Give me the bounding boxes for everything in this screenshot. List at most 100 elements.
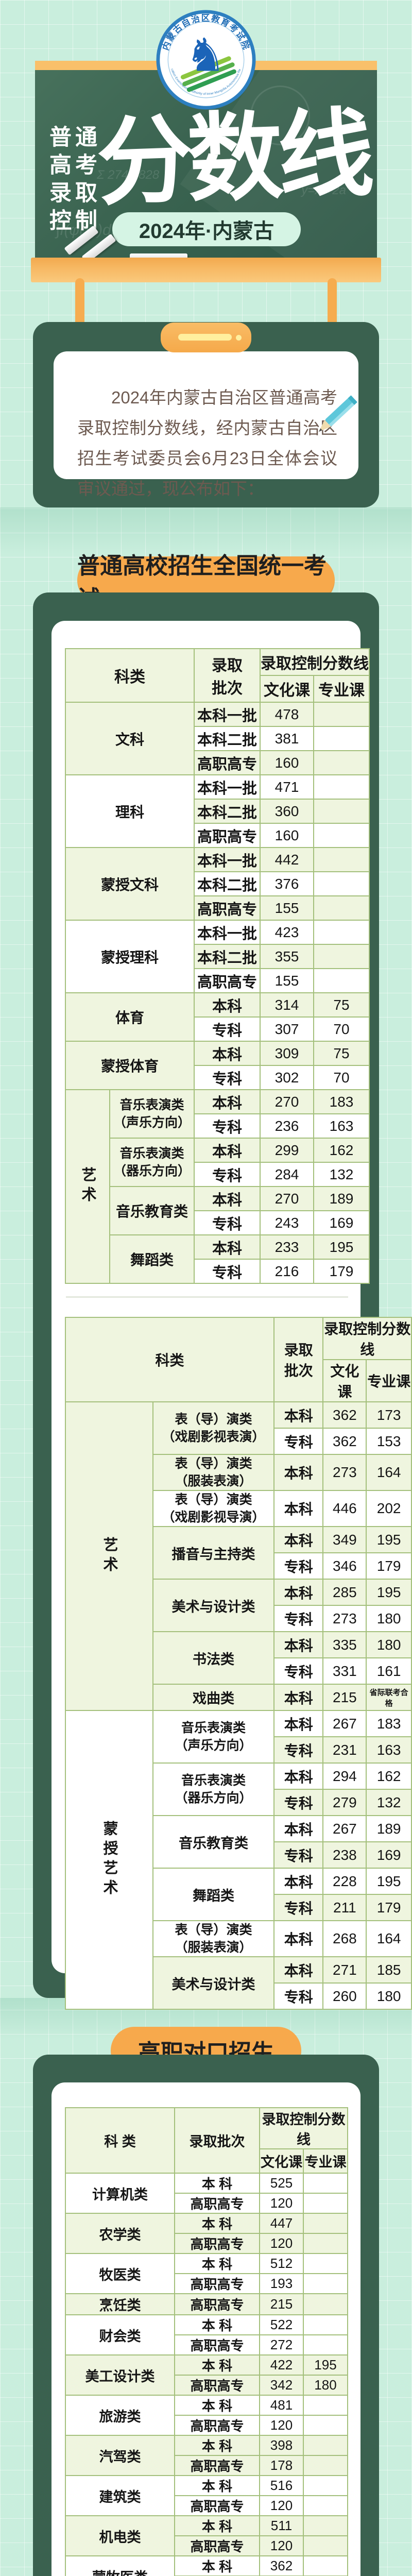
category-cell: 戏曲类 xyxy=(152,1684,274,1711)
pencil-icon xyxy=(307,391,360,442)
culture-score-cell: 160 xyxy=(260,750,314,775)
card-clip-bar xyxy=(178,334,232,341)
major-score-cell xyxy=(313,774,370,800)
culture-score-cell: 481 xyxy=(259,2395,304,2416)
culture-score-cell: 273 xyxy=(322,1454,367,1491)
card-clip-dot xyxy=(236,335,242,341)
major-score-cell: 70 xyxy=(313,1016,370,1042)
poster-tagline: 普通 高考 录取 控制 xyxy=(49,124,111,235)
category-cell: 表（导）演类 （戏剧影视表演） xyxy=(152,1401,274,1455)
major-score-cell: 162 xyxy=(366,1762,412,1790)
category-cell: 舞蹈类 xyxy=(152,1868,274,1921)
major-score-cell: 75 xyxy=(313,1041,370,1066)
culture-score-cell: 525 xyxy=(259,2173,304,2194)
header-category: 科类 xyxy=(65,1317,274,1402)
batch-cell: 本科 xyxy=(273,1920,324,1957)
batch-cell: 本 科 xyxy=(174,2515,260,2536)
major-score-cell: 183 xyxy=(313,1089,370,1114)
culture-score-cell: 342 xyxy=(259,2375,304,2396)
batch-cell: 专科 xyxy=(194,1065,261,1090)
culture-score-cell: 362 xyxy=(259,2555,304,2576)
major-score-cell: 195 xyxy=(303,2354,348,2376)
major-score-cell: 180 xyxy=(366,1982,412,2010)
major-score-cell xyxy=(313,968,370,993)
score-table-unified-2: 科类 录取 批次 录取控制分数线 文化课 专业课 艺术 表（导）演类 （戏剧影视表演） 本科 3… xyxy=(65,1317,412,2010)
major-score-cell xyxy=(303,2173,348,2194)
major-score-cell: 132 xyxy=(313,1162,370,1187)
culture-score-cell: 422 xyxy=(259,2354,304,2376)
culture-score-cell: 271 xyxy=(322,1956,367,1984)
batch-cell: 本科 xyxy=(273,1401,324,1429)
major-score-cell xyxy=(303,2435,348,2456)
chalk-tray xyxy=(31,258,381,282)
major-score-cell xyxy=(313,944,370,969)
culture-score-cell: 238 xyxy=(322,1841,367,1869)
chalk-formula: y=x²+2a xyxy=(301,183,346,197)
category-cell: 音乐表演类 （器乐方向） xyxy=(109,1138,195,1187)
culture-score-cell: 302 xyxy=(260,1065,314,1090)
category-cell: 牧医类 xyxy=(65,2253,175,2294)
batch-cell: 本 科 xyxy=(174,2173,260,2194)
announcement-text: 2024年内蒙古自治区普通高考录取控制分数线，经内蒙古自治区招生考试委员会6月2… xyxy=(77,388,337,498)
culture-score-cell: 211 xyxy=(322,1894,367,1921)
year-badge: 2024年·内蒙古 xyxy=(112,212,301,246)
category-cell: 体育 xyxy=(65,992,195,1042)
batch-cell: 高职高专 xyxy=(174,2415,260,2436)
culture-score-cell: 516 xyxy=(259,2475,304,2496)
major-score-cell: 195 xyxy=(366,1868,412,1895)
category-cell: 音乐教育类 xyxy=(109,1186,195,1235)
major-score-cell xyxy=(303,2475,348,2496)
culture-score-cell: 349 xyxy=(322,1526,367,1553)
major-score-cell: 161 xyxy=(366,1657,412,1685)
tagline-line: 录取 xyxy=(49,181,101,206)
header-score-span: 录取控制分数线 xyxy=(259,2107,348,2149)
batch-cell: 本科二批 xyxy=(194,799,261,824)
batch-cell: 本 科 xyxy=(174,2253,260,2274)
major-score-cell: 180 xyxy=(366,1631,412,1658)
category-cell: 建筑类 xyxy=(65,2475,175,2516)
culture-score-cell: 307 xyxy=(260,1016,314,1042)
batch-cell: 高职高专 xyxy=(174,2233,260,2254)
batch-cell: 专科 xyxy=(273,1894,324,1921)
major-score-cell: 180 xyxy=(366,1605,412,1632)
header-culture: 文化课 xyxy=(260,675,314,703)
batch-cell: 本科 xyxy=(194,992,261,1018)
major-score-cell: 180 xyxy=(303,2375,348,2396)
hanging-rope-left xyxy=(75,278,84,334)
category-cell: 表（导）演类 （戏剧影视导演） xyxy=(152,1490,274,1527)
batch-cell: 本科 xyxy=(273,1868,324,1895)
major-score-cell xyxy=(303,2515,348,2536)
batch-cell: 本科一批 xyxy=(194,847,261,872)
group-label-cell: 艺术 xyxy=(65,1089,110,1284)
batch-cell: 本 科 xyxy=(174,2213,260,2234)
batch-cell: 本科 xyxy=(273,1956,324,1984)
batch-cell: 高职高专 xyxy=(194,823,261,848)
culture-score-cell: 511 xyxy=(259,2515,304,2536)
batch-cell: 本 科 xyxy=(174,2475,260,2496)
batch-cell: 本 科 xyxy=(174,2395,260,2416)
batch-cell: 专科 xyxy=(273,1841,324,1869)
category-cell: 美术与设计类 xyxy=(152,1579,274,1632)
header-batch: 录取 批次 xyxy=(273,1317,324,1402)
category-cell: 表（导）演类 （服装表演） xyxy=(152,1454,274,1491)
score-table: 科 类录取批次 录取控制分数线 文化课 专业课 计算机类本 科 525 高职高专 120 农学类… xyxy=(65,2107,348,2576)
header-culture: 文化课 xyxy=(322,1359,367,1402)
category-cell: 旅游类 xyxy=(65,2395,175,2436)
batch-cell: 本 科 xyxy=(174,2555,260,2576)
culture-score-cell: 270 xyxy=(260,1089,314,1114)
major-score-cell: 153 xyxy=(366,1428,412,1455)
batch-cell: 本科 xyxy=(273,1710,324,1737)
culture-score-cell: 335 xyxy=(322,1631,367,1658)
batch-cell: 本 科 xyxy=(174,2435,260,2456)
batch-cell: 本科 xyxy=(273,1762,324,1790)
major-score-cell xyxy=(303,2193,348,2214)
culture-score-cell: 155 xyxy=(260,895,314,921)
major-score-cell xyxy=(303,2273,348,2294)
batch-cell: 专科 xyxy=(194,1210,261,1235)
major-score-cell xyxy=(303,2455,348,2476)
category-cell: 舞蹈类 xyxy=(109,1234,195,1284)
score-table-unified-1: 科类 录取 批次 录取控制分数线 文化课 专业课 文科 本科一批 478 本科二批 381 高职高专… xyxy=(65,648,370,1284)
batch-cell: 专科 xyxy=(273,1982,324,2010)
category-cell: 音乐教育类 xyxy=(152,1815,274,1869)
batch-cell: 本科 xyxy=(194,1138,261,1163)
